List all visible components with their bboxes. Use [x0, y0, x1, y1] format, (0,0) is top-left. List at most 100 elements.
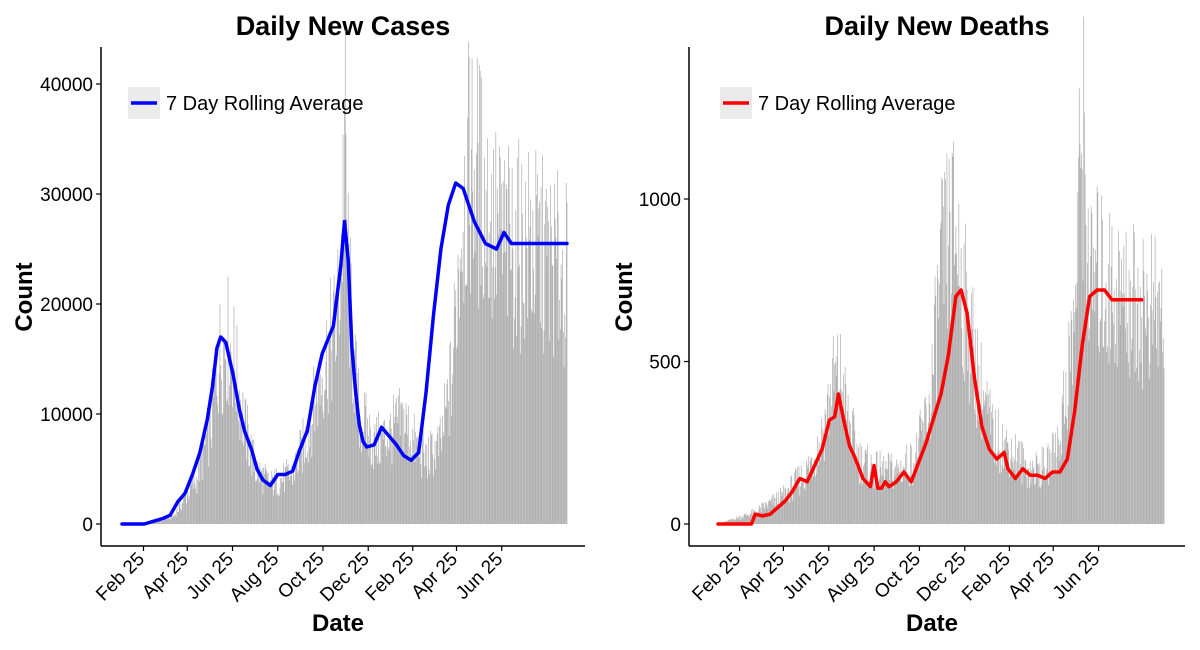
daily-bar [950, 212, 951, 524]
daily-bar [564, 367, 565, 524]
daily-bar [1045, 481, 1046, 524]
daily-bar [223, 337, 224, 524]
daily-bar [791, 475, 792, 524]
daily-bar [527, 248, 528, 524]
daily-bar [380, 464, 381, 524]
daily-bar [162, 521, 163, 524]
daily-bar [810, 461, 811, 524]
y-tick-label: 0 [670, 515, 681, 536]
daily-bar [1050, 476, 1051, 524]
daily-bar [895, 466, 896, 524]
daily-bar [971, 293, 972, 524]
daily-bar [406, 415, 407, 524]
daily-bar [526, 237, 527, 524]
daily-bar [464, 303, 465, 524]
daily-bar [1127, 353, 1128, 524]
daily-bar [445, 406, 446, 524]
daily-bar [866, 450, 867, 524]
daily-bar [818, 465, 819, 524]
daily-bar [1029, 488, 1030, 524]
daily-bar [516, 336, 517, 524]
daily-bar [534, 313, 535, 524]
daily-bar [874, 489, 875, 524]
daily-bar [1153, 345, 1154, 524]
daily-bar [369, 457, 370, 524]
daily-bar [362, 434, 363, 524]
daily-bar [908, 475, 909, 524]
daily-bar [1104, 321, 1105, 524]
daily-bar [1013, 457, 1014, 524]
daily-bar [1147, 291, 1148, 524]
daily-bar [799, 467, 800, 524]
daily-bar [494, 299, 495, 524]
daily-bar [762, 503, 763, 524]
daily-bar [1044, 467, 1045, 524]
daily-bar [881, 475, 882, 524]
daily-bar [460, 259, 461, 524]
daily-bar [171, 519, 172, 524]
daily-bar [221, 379, 222, 524]
daily-bar [454, 283, 455, 524]
daily-bar [854, 431, 855, 524]
daily-bar [1024, 472, 1025, 524]
daily-bar [546, 189, 547, 524]
daily-bar [883, 456, 884, 524]
daily-bar [1007, 442, 1008, 524]
daily-bar [154, 523, 155, 524]
daily-bar [1057, 426, 1058, 524]
daily-bar [214, 377, 215, 524]
daily-bar [197, 494, 198, 524]
daily-bar [468, 42, 469, 524]
daily-bar [403, 454, 404, 524]
daily-bar [1040, 488, 1041, 524]
daily-bar [763, 503, 764, 524]
daily-bar [793, 490, 794, 524]
daily-bar [524, 339, 525, 524]
daily-bar [220, 365, 221, 524]
daily-bar [831, 423, 832, 524]
daily-bar [455, 290, 456, 524]
daily-bar [496, 295, 497, 524]
daily-bar [444, 383, 445, 524]
daily-bar [441, 451, 442, 524]
daily-bar [794, 473, 795, 524]
daily-bar [483, 299, 484, 524]
daily-bar [237, 325, 238, 524]
daily-bar [504, 253, 505, 524]
daily-bar [160, 521, 161, 524]
daily-bar [387, 439, 388, 524]
daily-bar [991, 412, 992, 524]
daily-bar [186, 504, 187, 524]
daily-bar [448, 401, 449, 524]
daily-bar [938, 318, 939, 524]
daily-bar [1144, 271, 1145, 524]
daily-bar [981, 343, 982, 524]
daily-bar [245, 399, 246, 525]
daily-bar [799, 495, 800, 524]
daily-bar [1128, 362, 1129, 524]
daily-bar [788, 488, 789, 524]
daily-bar [208, 466, 209, 524]
daily-bar [844, 432, 845, 524]
daily-bar [850, 423, 851, 524]
daily-bar [257, 481, 258, 524]
daily-bar [330, 278, 331, 524]
daily-bar [1002, 465, 1003, 524]
daily-bar [369, 415, 370, 524]
daily-bar [278, 495, 279, 524]
daily-bar [157, 522, 158, 524]
daily-bar [539, 202, 540, 524]
daily-bar [481, 285, 482, 524]
daily-bar [537, 174, 538, 524]
daily-bar [860, 482, 861, 524]
chart-panel-deaths: Daily New Deaths 0 500 1000 Feb 25 Apr 25 Jun … [600, 0, 1200, 650]
daily-bar [423, 431, 424, 525]
daily-bar [547, 256, 548, 524]
daily-bar [498, 214, 499, 524]
daily-bar [294, 475, 295, 524]
daily-bar [321, 395, 322, 524]
daily-bar [181, 510, 182, 524]
legend: 7 Day Rolling Average [128, 87, 364, 119]
x-tick-label: Dec 25 [913, 549, 970, 606]
daily-bar [563, 332, 564, 524]
